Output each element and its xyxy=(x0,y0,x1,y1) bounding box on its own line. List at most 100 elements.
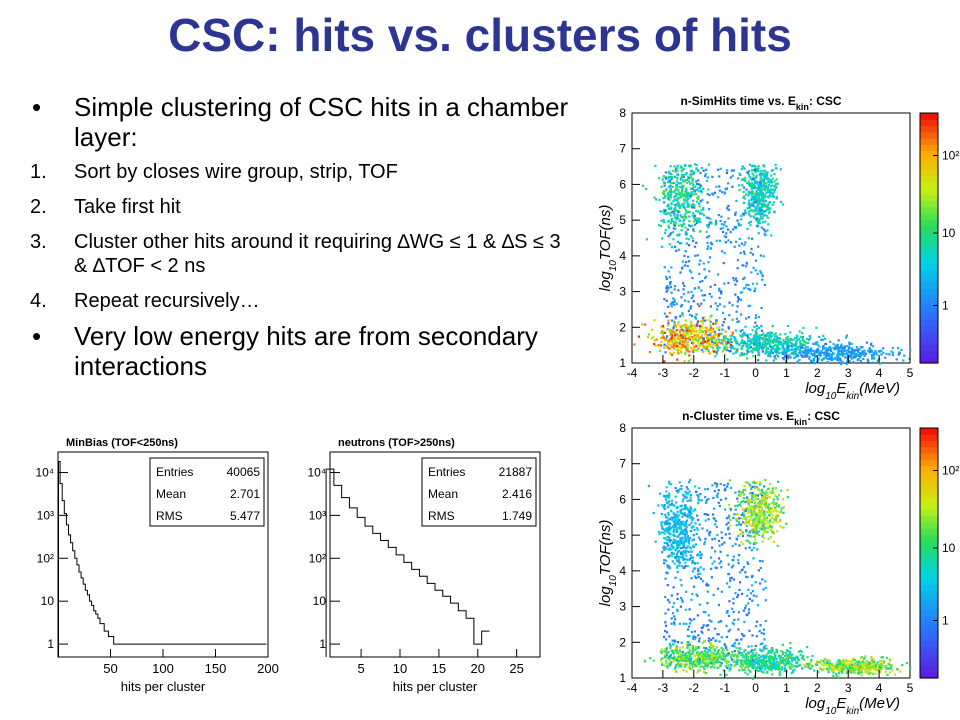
heatmap-cell xyxy=(679,350,683,353)
heatmap-cell xyxy=(756,349,759,352)
heatmap-cell xyxy=(682,540,685,543)
heatmap-cell xyxy=(683,324,686,327)
heatmap-cell xyxy=(694,654,697,658)
heatmap-cell xyxy=(735,350,738,353)
heatmap-cell xyxy=(856,354,859,357)
heatmap-cell xyxy=(803,354,806,358)
heatmap-cell xyxy=(697,286,700,289)
heatmap-cell xyxy=(759,198,763,201)
heatmap-cell xyxy=(749,177,753,180)
heatmap-cell xyxy=(755,212,758,215)
heatmap-cell xyxy=(762,645,766,649)
heatmap-cell xyxy=(748,524,751,527)
heatmap-cell xyxy=(739,329,742,333)
heatmap-cell xyxy=(716,338,719,342)
heatmap-cell xyxy=(663,360,666,363)
heatmap-cell xyxy=(779,662,783,665)
heatmap-cell xyxy=(837,675,840,678)
heatmap-cell xyxy=(836,358,839,361)
heatmap-cell xyxy=(670,339,674,342)
heatmap-cell xyxy=(728,479,731,482)
heatmap-cell xyxy=(673,524,676,528)
heatmap-cell xyxy=(690,507,693,510)
heatmap-cell xyxy=(670,502,674,505)
heatmap-cell xyxy=(707,318,710,321)
heatmap-cell xyxy=(770,651,773,654)
heatmap-cell xyxy=(683,513,686,516)
heatmap-cell xyxy=(759,649,762,652)
heatmap-cell xyxy=(677,348,680,351)
heatmap-cell xyxy=(763,668,767,671)
heatmap-cell xyxy=(822,346,825,349)
heatmap-cell xyxy=(765,208,768,211)
heatmap-cell xyxy=(787,349,790,352)
heatmap-cell xyxy=(755,340,759,343)
heatmap-cell xyxy=(758,201,761,204)
heatmap-cell xyxy=(688,192,691,195)
heatmap-cell xyxy=(682,340,685,343)
heatmap-cell xyxy=(764,199,768,203)
heatmap-cell xyxy=(715,485,718,488)
heatmap-cell xyxy=(763,530,767,534)
heatmap-cell xyxy=(815,663,818,666)
heatmap-cell xyxy=(767,354,770,358)
heatmap-cell xyxy=(677,534,681,537)
heatmap-cell xyxy=(707,340,710,343)
heatmap-cell xyxy=(684,657,687,660)
heatmap-cell xyxy=(784,348,787,351)
heatmap-cell xyxy=(758,194,761,197)
heatmap-cell xyxy=(766,505,770,508)
heatmap-cell xyxy=(764,195,767,198)
heatmap-cell xyxy=(665,646,669,650)
heatmap-cell xyxy=(764,185,767,189)
heatmap-cell xyxy=(762,524,765,528)
heatmap-cell xyxy=(688,655,691,658)
heatmap-cell xyxy=(731,653,734,657)
heatmap-cell xyxy=(762,518,765,521)
heatmap-cell xyxy=(668,226,671,229)
heatmap-cell xyxy=(782,498,785,501)
heatmap-cell xyxy=(673,522,677,525)
heatmap-cell xyxy=(768,661,771,664)
heatmap-cell xyxy=(644,323,647,326)
heatmap-cell xyxy=(703,316,706,319)
heatmap-cell xyxy=(727,208,731,211)
heatmap-cell xyxy=(751,512,754,515)
heatmap-cell xyxy=(676,189,679,192)
heatmap-cell xyxy=(685,343,688,346)
heatmap-cell xyxy=(880,353,883,356)
heatmap-cell xyxy=(727,327,730,330)
heatmap-cell xyxy=(763,184,766,188)
heatmap-cell xyxy=(850,670,854,673)
heatmap-cell xyxy=(667,205,670,208)
heatmap-cell xyxy=(692,538,696,541)
heatmap-cell xyxy=(769,181,772,184)
heatmap-cell xyxy=(844,664,847,667)
heatmap-cell xyxy=(765,176,768,179)
heatmap-cell xyxy=(680,664,683,667)
heatmap-cell xyxy=(682,336,685,339)
heatmap-cell xyxy=(759,187,762,190)
heatmap-cell xyxy=(846,666,849,669)
heatmap-cell xyxy=(664,650,667,653)
heatmap-cell xyxy=(861,663,864,666)
heatmap-cell xyxy=(686,535,689,538)
heatmap-cell xyxy=(768,654,771,658)
heatmap-cell xyxy=(746,498,750,501)
heatmap-cell xyxy=(824,356,827,359)
heatmap-cell xyxy=(766,216,769,219)
heatmap-cell xyxy=(750,654,753,658)
heatmap-cell xyxy=(854,662,857,665)
heatmap-cell xyxy=(667,339,671,342)
heatmap-cell xyxy=(764,498,767,502)
heatmap-cell xyxy=(752,215,755,218)
heatmap-cell xyxy=(691,665,695,668)
heatmap-cell xyxy=(762,214,765,218)
heatmap-cell xyxy=(796,338,799,341)
heatmap-cell xyxy=(763,180,766,183)
heatmap-cell xyxy=(858,666,862,670)
heatmap-cell xyxy=(660,525,664,528)
heatmap-cell xyxy=(781,658,784,661)
heatmap-cell xyxy=(833,667,836,670)
heatmap-cell xyxy=(681,313,684,316)
